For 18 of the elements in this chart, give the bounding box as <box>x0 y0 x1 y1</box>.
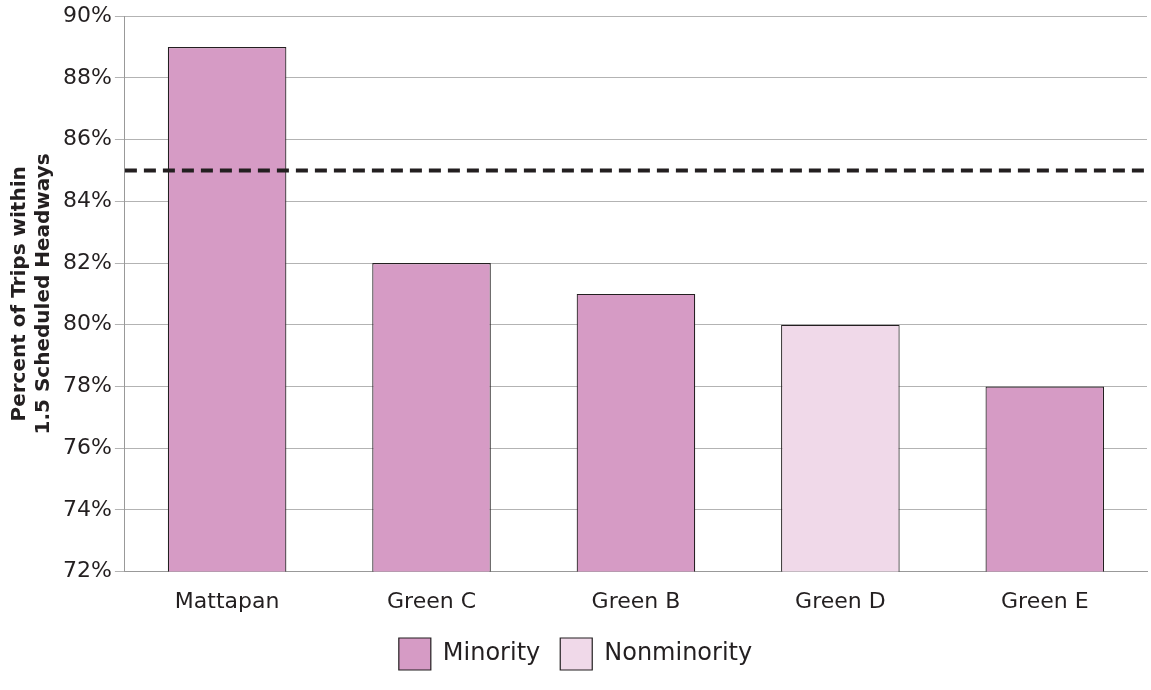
y-tick-label: 78% <box>62 372 112 398</box>
y-tick-label: 72% <box>62 557 112 583</box>
x-tick-label: Green E <box>1001 587 1089 613</box>
y-axis-title: Percent of Trips within 1.5 Scheduled Headways <box>6 153 55 435</box>
y-tick-label: 82% <box>62 248 112 274</box>
x-tick-label: Mattapan <box>174 587 280 613</box>
x-tick-label: Green B <box>591 587 681 613</box>
y-tick-label: 90% <box>62 1 112 27</box>
y-tick-label: 74% <box>62 495 112 521</box>
legend-label: Nonminority <box>604 638 753 667</box>
x-tick-label: Green D <box>795 587 886 613</box>
y-tick-label: 88% <box>62 63 112 89</box>
y-tick-label: 76% <box>62 433 112 459</box>
legend-label: Minority <box>442 638 541 667</box>
y-tick-label: 86% <box>62 125 112 151</box>
x-tick-label: Green C <box>387 587 477 613</box>
y-tick-label: 80% <box>62 310 112 336</box>
y-tick-label: 84% <box>62 187 112 213</box>
